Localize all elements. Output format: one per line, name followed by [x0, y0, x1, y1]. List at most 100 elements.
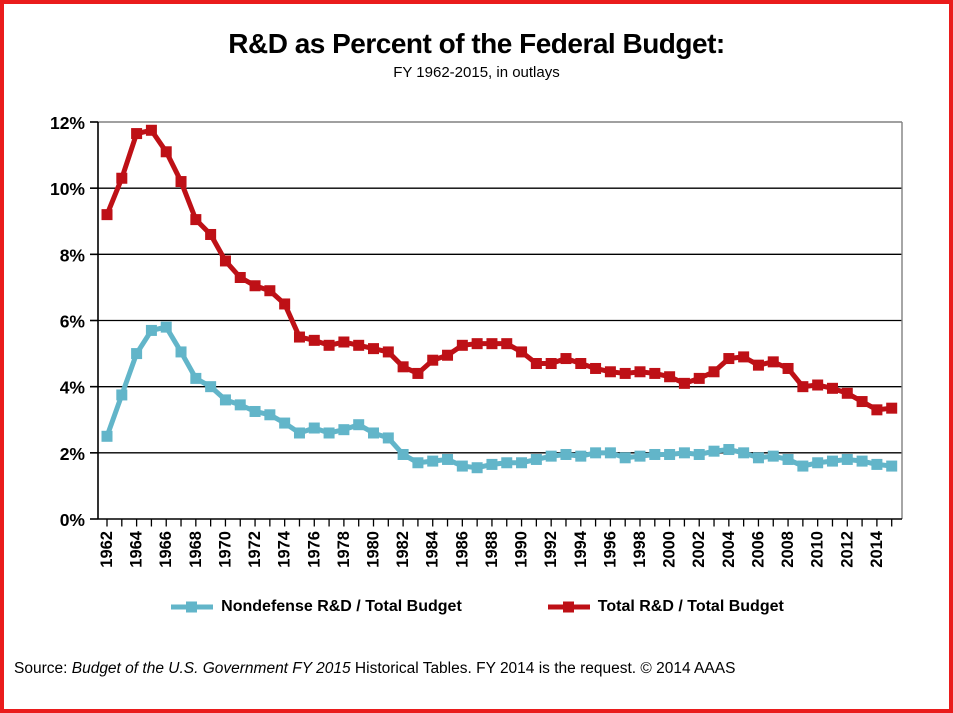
- series-marker-nondefense: [782, 453, 794, 465]
- x-tick-label: 1994: [572, 530, 590, 568]
- total-series-key-icon: [547, 601, 590, 613]
- chart-subtitle: FY 1962-2015, in outlays: [393, 64, 560, 81]
- x-tick-label: 1972: [246, 531, 264, 568]
- series-marker-total: [604, 366, 616, 378]
- series-marker-nondefense: [205, 381, 217, 393]
- x-tick-label: 1966: [157, 531, 175, 568]
- x-tick-label: 2008: [779, 531, 797, 568]
- x-tick-label: 2002: [690, 531, 708, 568]
- legend-item-nondefense: Nondefense R&D / Total Budget: [169, 598, 462, 616]
- series-marker-total: [590, 362, 602, 374]
- series-marker-nondefense: [397, 448, 409, 460]
- series-marker-total: [175, 176, 187, 188]
- series-marker-total: [116, 172, 128, 184]
- chart-title: R&D as Percent of the Federal Budget:: [228, 28, 725, 59]
- series-marker-nondefense: [131, 348, 143, 360]
- series-marker-total: [752, 359, 764, 371]
- series-marker-total: [871, 404, 883, 416]
- x-tick-label: 1988: [483, 531, 501, 568]
- y-tick-label: 2%: [60, 444, 86, 464]
- series-marker-nondefense: [160, 321, 172, 333]
- series-marker-nondefense: [678, 447, 690, 459]
- series-marker-total: [456, 339, 468, 351]
- series-marker-nondefense: [590, 447, 602, 459]
- series-marker-nondefense: [723, 444, 735, 456]
- x-tick-label: 1986: [453, 531, 471, 568]
- y-tick-label: 8%: [60, 245, 86, 265]
- series-marker-total: [486, 338, 498, 350]
- series-marker-total: [131, 128, 143, 140]
- series-marker-nondefense: [530, 453, 542, 465]
- series-marker-total: [841, 387, 853, 399]
- legend-label-nondefense: Nondefense R&D / Total Budget: [221, 598, 462, 615]
- x-tick-label: 1982: [394, 531, 412, 568]
- series-marker-total: [738, 351, 750, 363]
- series-marker-nondefense: [249, 405, 261, 417]
- series-marker-nondefense: [856, 455, 868, 467]
- source-note: Source: Budget of the U.S. Government FY…: [14, 660, 735, 678]
- series-marker-total: [678, 377, 690, 389]
- series-marker-total: [797, 381, 809, 393]
- series-marker-total: [575, 358, 587, 370]
- source-publication-title: Budget of the U.S. Government FY 2015: [71, 660, 351, 677]
- series-marker-nondefense: [293, 427, 305, 439]
- series-marker-total: [234, 271, 246, 283]
- x-tick-label: 2000: [661, 531, 679, 568]
- series-marker-nondefense: [338, 424, 350, 436]
- series-marker-nondefense: [442, 453, 454, 465]
- series-marker-nondefense: [619, 452, 631, 464]
- series-marker-total: [249, 280, 261, 292]
- x-tick-label: 1998: [631, 531, 649, 568]
- x-tick-label: 1962: [98, 531, 116, 568]
- series-marker-total: [323, 339, 335, 351]
- series-marker-nondefense: [145, 324, 157, 336]
- series-marker-nondefense: [175, 346, 187, 358]
- series-marker-nondefense: [264, 409, 276, 421]
- series-marker-total: [856, 396, 868, 408]
- series-marker-total: [501, 338, 513, 350]
- series-marker-nondefense: [767, 450, 779, 462]
- series-marker-total: [530, 358, 542, 370]
- x-tick-label: 2010: [809, 531, 827, 568]
- x-tick-label: 2006: [749, 531, 767, 568]
- series-marker-nondefense: [279, 417, 291, 429]
- series-marker-total: [427, 354, 439, 366]
- series-marker-total: [664, 371, 676, 383]
- series-marker-nondefense: [886, 460, 898, 472]
- series-marker-nondefense: [308, 422, 320, 434]
- series-marker-nondefense: [752, 452, 764, 464]
- series-marker-total: [412, 367, 424, 379]
- series-marker-nondefense: [738, 447, 750, 459]
- series-marker-total: [723, 353, 735, 365]
- legend-item-total: Total R&D / Total Budget: [546, 598, 784, 616]
- series-marker-total: [442, 349, 454, 361]
- series-marker-nondefense: [575, 450, 587, 462]
- series-marker-total: [471, 338, 483, 350]
- source-prefix: Source:: [14, 660, 72, 677]
- series-marker-nondefense: [501, 457, 513, 469]
- series-marker-nondefense: [471, 462, 483, 474]
- x-tick-label: 1992: [542, 531, 560, 568]
- series-marker-total: [338, 336, 350, 348]
- x-tick-label: 1976: [305, 531, 323, 568]
- series-marker-nondefense: [693, 448, 705, 460]
- x-tick-label: 1980: [365, 531, 383, 568]
- nondefense-series-key-icon: [171, 601, 214, 613]
- series-marker-nondefense: [812, 457, 824, 469]
- series-marker-total: [634, 366, 646, 378]
- series-marker-nondefense: [412, 457, 424, 469]
- series-marker-total: [205, 228, 217, 240]
- series-marker-nondefense: [604, 447, 616, 459]
- series-marker-nondefense: [708, 445, 720, 457]
- y-tick-label: 6%: [60, 312, 86, 332]
- y-tick-label: 0%: [60, 510, 86, 530]
- series-marker-total: [812, 379, 824, 391]
- legend-label-total: Total R&D / Total Budget: [597, 598, 784, 615]
- series-marker-total: [308, 334, 320, 346]
- x-tick-label: 1974: [276, 530, 294, 568]
- series-marker-nondefense: [664, 448, 676, 460]
- series-marker-total: [293, 331, 305, 343]
- series-marker-total: [545, 358, 557, 370]
- x-tick-label: 1984: [424, 530, 442, 568]
